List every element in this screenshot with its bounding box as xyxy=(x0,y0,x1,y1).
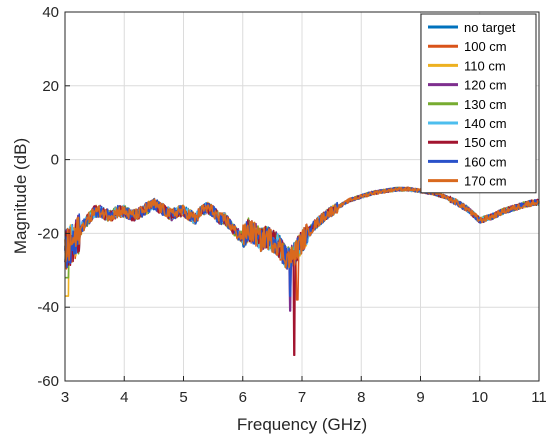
y-tick-label: 0 xyxy=(51,152,59,169)
x-tick-label: 5 xyxy=(179,389,187,406)
x-tick-label: 3 xyxy=(61,389,69,406)
x-tick-label: 11 xyxy=(531,389,547,406)
x-tick-label: 6 xyxy=(239,389,247,406)
x-tick-label: 8 xyxy=(357,389,365,406)
y-tick-label: -60 xyxy=(37,373,59,390)
x-tick-label: 10 xyxy=(471,389,488,406)
legend-entry-label: 110 cm xyxy=(464,58,506,73)
legend-entry-label: 100 cm xyxy=(464,39,507,54)
legend-entry-label: 160 cm xyxy=(464,154,507,169)
legend-entry-label: 140 cm xyxy=(464,116,507,131)
y-tick-label: -20 xyxy=(37,225,59,242)
series-line xyxy=(64,186,540,269)
legend-entry-label: 170 cm xyxy=(464,174,507,189)
legend: no target 100 cm 110 cm 120 cm 130 cm 140 cm 1… xyxy=(420,13,537,194)
y-tick-label: 40 xyxy=(42,4,59,21)
y-axis-ticks: -60 -40 -20 0 20 40 xyxy=(37,4,70,390)
legend-entry-label: no target xyxy=(464,20,516,35)
x-axis-label: Frequency (GHz) xyxy=(237,415,367,434)
y-tick-label: -40 xyxy=(37,299,59,316)
x-tick-label: 9 xyxy=(416,389,424,406)
x-tick-label: 4 xyxy=(120,389,128,406)
series-lines xyxy=(64,186,540,356)
legend-entry-label: 150 cm xyxy=(464,135,507,150)
y-axis-label: Magnitude (dB) xyxy=(11,138,30,254)
legend-entry-label: 120 cm xyxy=(464,78,507,93)
x-tick-label: 7 xyxy=(298,389,306,406)
legend-entry-label: 130 cm xyxy=(464,97,507,112)
y-tick-label: 20 xyxy=(42,78,59,95)
x-axis-ticks: 3 4 5 6 7 8 9 10 11 xyxy=(61,376,547,406)
